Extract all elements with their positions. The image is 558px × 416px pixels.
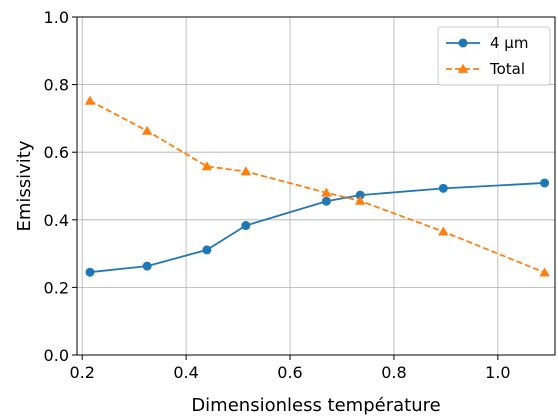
axis-ticks: 0.2 0.4 0.6 0.8 1.00.00.20.40.60.81.0 <box>44 8 511 382</box>
y-tick-label: 1.0 <box>44 8 69 27</box>
plot-series <box>84 95 550 277</box>
point-Total <box>539 267 550 277</box>
legend-label: Total <box>489 60 525 78</box>
legend-label: 4 µm <box>490 34 528 52</box>
x-tick-label: 0.8 <box>381 363 406 382</box>
legend-entry: 4 µm <box>446 34 528 52</box>
point-Total <box>457 63 469 73</box>
point-4-µm <box>458 38 468 48</box>
y-tick-label: 0.0 <box>44 346 69 365</box>
x-tick-label: 0.6 <box>277 363 302 382</box>
point-4-µm <box>142 261 152 271</box>
series-line <box>89 100 545 274</box>
point-Total <box>354 195 366 205</box>
point-Total <box>240 166 252 176</box>
point-Total <box>321 187 332 197</box>
y-tick-label: 0.2 <box>44 278 69 297</box>
point-4-µm <box>241 221 251 231</box>
y-tick-label: 0.8 <box>44 76 69 95</box>
series-line <box>89 182 545 274</box>
legend-entry: Total <box>446 60 525 78</box>
point-Total <box>438 226 449 236</box>
point-Total <box>84 95 96 105</box>
point-4-µm <box>438 183 448 193</box>
x-tick-label: 0.2 <box>69 363 94 382</box>
y-tick-label: 0.4 <box>44 211 69 230</box>
y-tick-label: 0.6 <box>44 143 69 162</box>
x-axis-label: Dimensionless température <box>191 395 440 416</box>
series-1 <box>84 95 550 277</box>
legend: 4 µm Total <box>437 26 551 86</box>
point-4-µm <box>85 267 95 277</box>
y-axis-label: Emissivity <box>14 140 35 231</box>
point-4-µm <box>540 178 550 188</box>
point-Total <box>141 125 153 135</box>
plot-frame <box>76 16 556 356</box>
point-4-µm <box>321 196 331 206</box>
point-4-µm <box>355 190 365 200</box>
x-tick-label: 0.4 <box>173 363 198 382</box>
point-Total <box>201 161 213 171</box>
x-tick-label: 1.0 <box>485 363 510 382</box>
series-0 <box>85 178 550 277</box>
point-4-µm <box>202 245 212 255</box>
